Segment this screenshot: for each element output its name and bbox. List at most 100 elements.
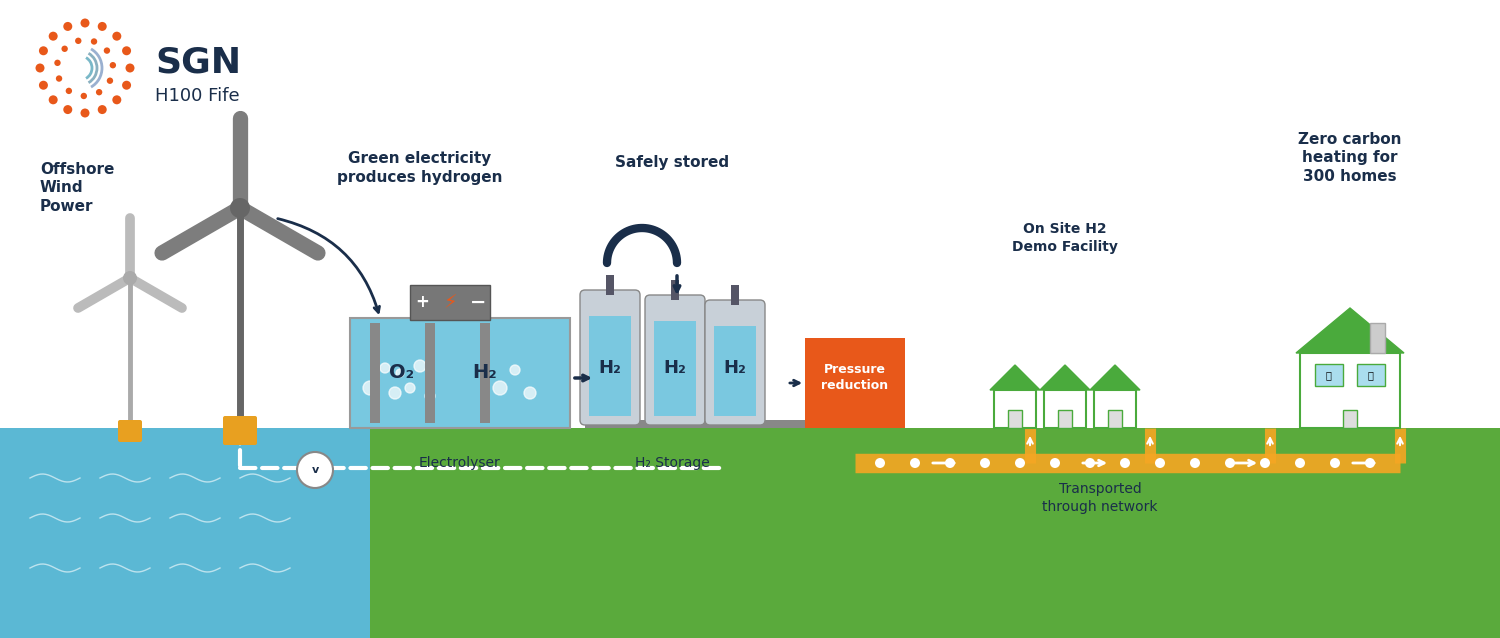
Text: H₂: H₂ (663, 359, 687, 377)
Text: v: v (312, 465, 318, 475)
FancyBboxPatch shape (410, 285, 491, 320)
Circle shape (66, 87, 72, 94)
Circle shape (297, 452, 333, 488)
Circle shape (1155, 458, 1166, 468)
Circle shape (112, 95, 122, 105)
Polygon shape (1296, 308, 1404, 353)
Polygon shape (1090, 365, 1140, 390)
FancyBboxPatch shape (1044, 390, 1086, 428)
Circle shape (98, 22, 106, 31)
Circle shape (414, 360, 426, 372)
Circle shape (424, 391, 435, 401)
FancyBboxPatch shape (0, 428, 370, 638)
Circle shape (39, 47, 48, 56)
Text: Zero carbon
heating for
300 homes: Zero carbon heating for 300 homes (1298, 132, 1401, 184)
Circle shape (1120, 458, 1130, 468)
FancyBboxPatch shape (224, 416, 256, 445)
Circle shape (96, 89, 102, 96)
Circle shape (63, 22, 72, 31)
Circle shape (1260, 458, 1270, 468)
Circle shape (1294, 458, 1305, 468)
FancyBboxPatch shape (585, 420, 836, 428)
Text: Pressure
reduction: Pressure reduction (822, 364, 888, 392)
Circle shape (36, 64, 45, 73)
Circle shape (104, 47, 110, 54)
FancyBboxPatch shape (370, 323, 380, 423)
Circle shape (98, 105, 106, 114)
FancyBboxPatch shape (1108, 410, 1122, 428)
Circle shape (1365, 458, 1376, 468)
Circle shape (874, 458, 885, 468)
FancyBboxPatch shape (730, 285, 740, 305)
FancyBboxPatch shape (670, 280, 680, 300)
Circle shape (48, 95, 57, 105)
Circle shape (81, 93, 87, 99)
Text: +: + (416, 293, 429, 311)
Circle shape (81, 19, 90, 27)
FancyBboxPatch shape (1358, 364, 1384, 386)
Circle shape (1190, 458, 1200, 468)
FancyBboxPatch shape (1316, 364, 1342, 386)
Text: H₂: H₂ (598, 359, 621, 377)
Circle shape (405, 383, 416, 393)
Circle shape (910, 458, 920, 468)
FancyBboxPatch shape (994, 390, 1036, 428)
Circle shape (980, 458, 990, 468)
FancyBboxPatch shape (1342, 410, 1358, 428)
Text: Transported
through network: Transported through network (1042, 482, 1158, 514)
Text: Green electricity
produces hydrogen: Green electricity produces hydrogen (338, 151, 502, 185)
FancyBboxPatch shape (1008, 410, 1022, 428)
Circle shape (54, 59, 60, 66)
Text: Safely stored: Safely stored (615, 156, 729, 170)
FancyBboxPatch shape (705, 300, 765, 425)
Circle shape (380, 363, 390, 373)
Circle shape (388, 387, 400, 399)
Circle shape (56, 75, 63, 82)
Circle shape (122, 81, 130, 90)
Circle shape (39, 81, 48, 90)
Text: O₂: O₂ (390, 364, 414, 383)
FancyBboxPatch shape (424, 323, 435, 423)
Circle shape (75, 38, 81, 44)
Circle shape (63, 105, 72, 114)
Text: Offshore
Wind
Power: Offshore Wind Power (40, 162, 114, 214)
FancyBboxPatch shape (1370, 323, 1384, 353)
Circle shape (363, 381, 376, 395)
Text: 🛁: 🛁 (1324, 370, 1330, 380)
FancyBboxPatch shape (714, 326, 756, 416)
FancyBboxPatch shape (580, 290, 640, 425)
Circle shape (230, 198, 251, 218)
Circle shape (396, 369, 404, 377)
Circle shape (1330, 458, 1340, 468)
Text: ⚡: ⚡ (442, 293, 458, 312)
FancyBboxPatch shape (350, 318, 570, 428)
Circle shape (510, 365, 520, 375)
Text: H₂ Storage: H₂ Storage (634, 456, 710, 470)
FancyBboxPatch shape (590, 316, 632, 416)
Text: Electrolyser: Electrolyser (419, 456, 501, 470)
Circle shape (122, 47, 130, 56)
Circle shape (123, 271, 136, 285)
FancyBboxPatch shape (118, 420, 142, 442)
FancyBboxPatch shape (645, 295, 705, 425)
Circle shape (112, 32, 122, 41)
FancyBboxPatch shape (654, 321, 696, 416)
FancyBboxPatch shape (1058, 410, 1072, 428)
Circle shape (1226, 458, 1234, 468)
FancyBboxPatch shape (480, 323, 490, 423)
Text: H₂: H₂ (723, 359, 747, 377)
Text: H100 Fife: H100 Fife (154, 87, 240, 105)
Circle shape (92, 38, 98, 45)
Circle shape (1050, 458, 1060, 468)
Circle shape (945, 458, 956, 468)
Text: SGN: SGN (154, 46, 242, 80)
Circle shape (1016, 458, 1025, 468)
Text: On Site H2
Demo Facility: On Site H2 Demo Facility (1013, 223, 1118, 254)
Text: 🍳: 🍳 (1366, 370, 1372, 380)
FancyBboxPatch shape (1300, 353, 1400, 428)
Circle shape (110, 62, 116, 68)
Text: −: − (470, 293, 486, 312)
Circle shape (1084, 458, 1095, 468)
FancyBboxPatch shape (606, 275, 613, 295)
Circle shape (106, 77, 112, 84)
